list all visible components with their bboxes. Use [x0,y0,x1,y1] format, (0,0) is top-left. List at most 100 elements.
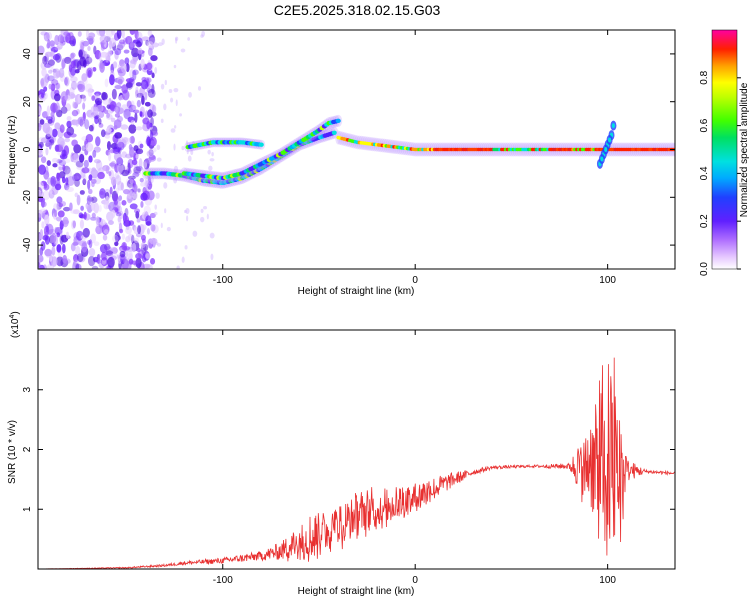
noise-blob [46,105,51,117]
noise-blob [38,136,47,143]
noise-blob [59,140,66,147]
noise-blob [92,66,97,72]
noise-blob [122,89,130,101]
noise-blob [157,243,162,247]
noise-blob [129,179,134,184]
noise-blob [173,64,177,69]
noise-blob [136,99,141,108]
noise-blob [121,137,129,143]
spike-core [604,147,608,152]
noise-blob [57,42,63,50]
noise-blob [107,256,115,268]
noise-blob [66,186,74,192]
noise-blob [114,207,119,213]
noise-blob [86,195,91,206]
noise-blob [185,207,190,215]
noise-blob [90,233,97,244]
noise-blob [154,67,158,74]
noise-blob [114,85,122,90]
noise-blob [127,158,134,169]
noise-blob [150,257,156,265]
noise-blob [56,196,63,204]
noise-blob [38,145,42,156]
snr-x-ticks: -100 0 100 [213,330,616,586]
colorbar-label: Normalized spectral amplitude [739,82,750,217]
noise-blob [121,233,126,240]
noise-blob [144,101,151,107]
noise-blob [117,78,123,85]
noise-blob [43,92,48,100]
noise-blob [47,39,51,49]
noise-blob [84,83,93,93]
noise-blob [79,153,85,163]
noise-blob [96,254,100,265]
noise-blob [174,125,177,129]
noise-blob [140,58,145,69]
plot-title: C2E5.2025.318.02.15.G03 [273,2,441,18]
noise-blob [105,195,110,206]
noise-blob [120,63,127,74]
snr-panel: -100 0 100 1 2 3 Height of straight line (km… [7,311,676,597]
noise-blob [45,223,49,233]
noise-blob [81,145,86,152]
noise-blob [40,156,47,164]
noise-blob [72,101,76,109]
noise-blob [87,195,93,206]
noise-blob [49,189,53,194]
noise-blob [100,44,105,51]
noise-blob [51,157,59,163]
noise-blob [139,87,145,97]
noise-blob [125,226,133,235]
noise-blob [52,163,58,168]
noise-blob [166,226,171,232]
spectrogram-x-tick-label: -100 [213,275,233,286]
noise-blob [113,151,122,162]
spectrogram-y-tick-label: 40 [22,48,33,60]
noise-blob [121,241,127,251]
noise-blob [60,30,68,37]
noise-blob [105,113,113,120]
noise-blob [72,175,80,181]
noise-blob [173,177,178,184]
noise-blob [183,209,187,214]
noise-blob [62,164,66,172]
noise-blob [95,225,102,235]
noise-blob [130,234,135,244]
noise-blob [114,132,123,139]
snr-y-tick-label: 1 [22,506,33,512]
noise-blob [91,212,96,219]
noise-blob [70,76,78,83]
noise-blob [102,165,111,172]
noise-blob [87,179,91,190]
noise-blob [137,188,141,193]
noise-blob [65,177,69,186]
noise-blob [209,158,215,162]
noise-blob [181,145,185,151]
noise-blob [133,184,137,194]
noise-blob [119,228,124,234]
noise-blob [105,246,113,257]
noise-blob [108,40,113,50]
noise-blob [101,251,107,261]
noise-blob [134,208,141,214]
noise-blob [63,31,71,37]
noise-blob [110,246,117,252]
noise-blob [117,141,123,148]
noise-blob [148,190,155,201]
noise-blob [90,196,98,203]
noise-blob [109,74,115,86]
noise-blob [129,69,135,79]
noise-blob [46,263,55,269]
noise-blob [58,166,63,171]
noise-blob [146,136,151,147]
noise-blob [190,149,194,156]
noise-blob [122,37,128,45]
noise-blob [56,256,64,267]
noise-blob [63,206,71,212]
noise-blob [124,57,130,65]
noise-blob [135,41,142,48]
noise-blob [84,56,93,65]
noise-blob [63,56,72,64]
noise-blob [56,232,61,238]
noise-blob [113,119,122,129]
